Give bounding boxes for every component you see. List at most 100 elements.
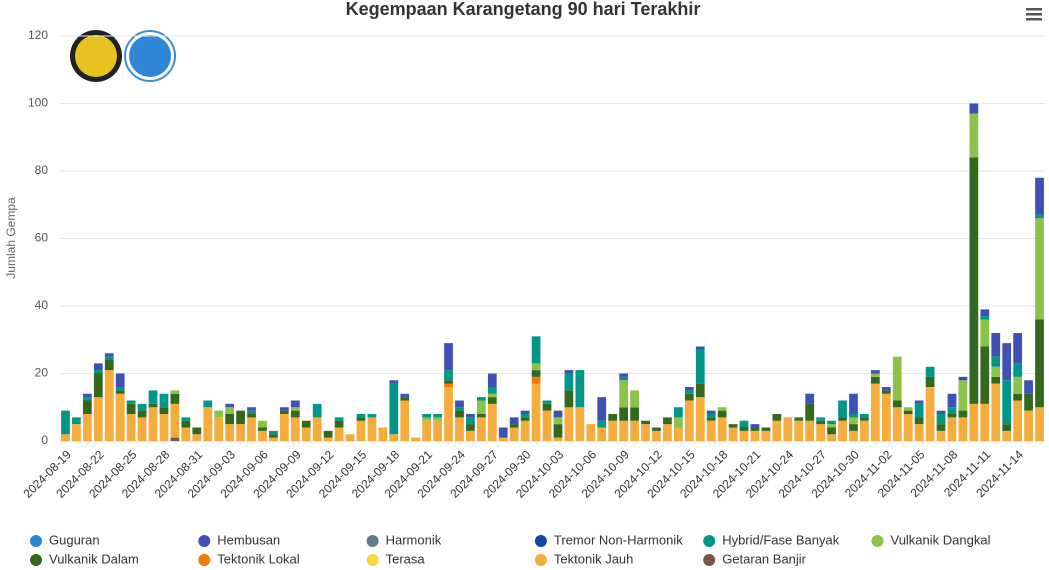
bar-segment [279, 407, 289, 411]
legend-label: Harmonik [386, 532, 442, 547]
bar-segment [684, 393, 694, 401]
bar-segment [378, 427, 388, 441]
bar-segment [137, 403, 147, 411]
bar-segment [301, 420, 311, 428]
legend-label: Guguran [49, 532, 100, 547]
bar-segment [487, 403, 497, 441]
menu-button[interactable] [1024, 6, 1044, 24]
bar-segment [914, 424, 924, 441]
bar-segment [476, 397, 486, 401]
bar-segment [93, 397, 103, 441]
bar-segment [739, 427, 749, 431]
bar-segment [860, 414, 869, 418]
bar-segment [367, 414, 377, 418]
legend-marker [366, 535, 379, 547]
bar-segment [761, 430, 771, 441]
legend-marker [30, 554, 42, 566]
bar-segment [444, 387, 453, 441]
bar-segment [236, 424, 245, 441]
bar-segment [860, 417, 869, 421]
bar-segment [553, 410, 563, 418]
bar-segment [619, 373, 629, 377]
bar-segment [1035, 214, 1044, 219]
bar-segment [805, 420, 815, 441]
bar-segment [531, 363, 541, 371]
bar-segment [115, 373, 125, 387]
bar-segment [630, 390, 639, 408]
bar-segment [816, 417, 826, 421]
bar-segment [947, 393, 957, 408]
bar-segment [104, 370, 114, 441]
bar-segment [542, 400, 552, 404]
bar-segment [290, 410, 300, 418]
bar-segment [61, 434, 70, 441]
bar-segment [104, 353, 114, 357]
bar-segment [301, 427, 311, 441]
bar-segment [247, 407, 256, 411]
bar-segment [82, 397, 92, 401]
bar-segment [991, 366, 1001, 377]
bar-segment [400, 397, 410, 401]
legend-label: Terasa [386, 551, 426, 566]
bar-segment [838, 400, 847, 418]
bar-segment [444, 383, 453, 387]
bar-segment [476, 417, 486, 441]
bar-segment [881, 390, 891, 394]
legend-marker [534, 554, 547, 566]
legend-marker [30, 535, 42, 547]
bar-segment [750, 430, 760, 441]
legend-label: Tremor Non-Harmonik [554, 532, 683, 547]
bar-segment [914, 400, 924, 404]
bar-segment [82, 400, 92, 414]
bar-segment [312, 417, 322, 441]
bar-segment [619, 407, 629, 421]
bar-segment [323, 437, 333, 441]
bar-segment [290, 400, 300, 408]
bar-segment [520, 414, 530, 418]
bar-segment [389, 380, 399, 384]
bar-segment [991, 383, 1001, 441]
bar-segment [816, 420, 826, 425]
bar-segment [137, 410, 147, 418]
bar-segment [247, 414, 256, 418]
bar-segment [870, 376, 880, 384]
bar-segment [334, 427, 344, 441]
bar-segment [914, 417, 924, 425]
bar-segment [192, 427, 202, 435]
bar-segment [455, 407, 464, 411]
bar-segment [466, 417, 475, 425]
bar-segment [520, 410, 530, 414]
bar-segment [717, 407, 727, 411]
bar-segment [870, 383, 880, 441]
bar-segment [980, 346, 990, 404]
bar-segment [1035, 177, 1044, 215]
legend-marker [703, 535, 716, 547]
bar-segment [400, 400, 410, 441]
bar-segment [1024, 410, 1033, 441]
bar-segment [619, 420, 629, 441]
bar-segment [323, 430, 333, 438]
bar-segment [181, 417, 191, 421]
bar-segment [542, 403, 552, 411]
bar-segment [433, 417, 442, 421]
bar-segment [444, 343, 453, 371]
legend-label: Hybrid/Fase Banyak [722, 532, 840, 547]
bar-segment [389, 383, 399, 435]
bar-segment [805, 403, 815, 421]
bar-segment [673, 407, 683, 418]
bar-segment [870, 370, 880, 374]
bar-segment [695, 349, 705, 384]
bar-segment [892, 356, 902, 401]
bar-segment [805, 393, 815, 404]
bar-segment [498, 437, 508, 441]
bar-segment [564, 370, 574, 374]
bar-segment [203, 407, 213, 441]
bar-segment [466, 424, 475, 431]
bar-segment [367, 417, 377, 441]
bar-segment [170, 437, 180, 441]
bar-segment [279, 410, 289, 414]
bar-segment [827, 434, 836, 441]
bar-segment [1002, 343, 1012, 381]
bar-segment [684, 390, 694, 394]
bar-segment [1013, 363, 1023, 377]
